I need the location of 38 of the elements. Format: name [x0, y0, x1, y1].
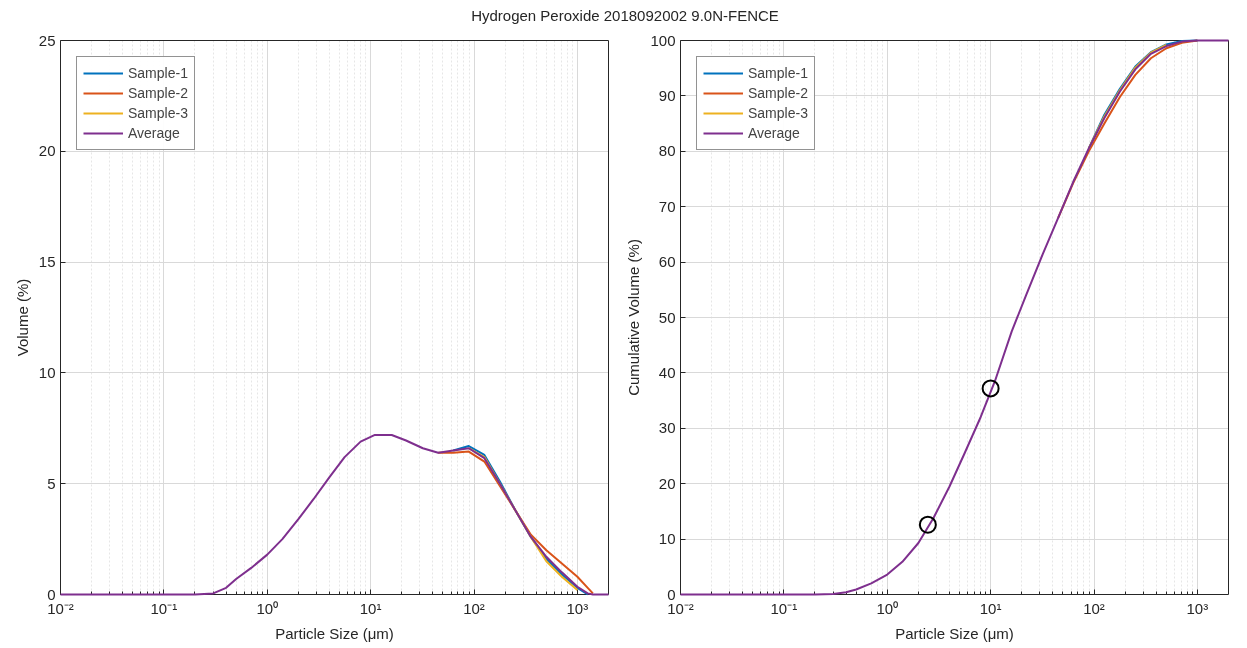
x-tick-label: 10⁻¹ — [770, 599, 798, 617]
legend-label: Sample-3 — [748, 105, 808, 121]
x-tick-label: 10² — [1083, 599, 1105, 617]
x-tick-label: 10³ — [566, 599, 589, 617]
y-tick-label: 40 — [658, 363, 676, 381]
legend-label: Sample-3 — [128, 105, 188, 121]
y-tick-label: 10 — [658, 530, 676, 548]
y-tick-label: 15 — [38, 253, 56, 271]
legend-label: Sample-2 — [748, 85, 808, 101]
y-tick-label: 30 — [658, 419, 676, 437]
y-tick-label: 50 — [658, 308, 676, 326]
x-tick-label: 10³ — [1186, 599, 1209, 617]
y-axis-title: Volume (%) — [13, 278, 31, 357]
x-tick-label: 10⁻¹ — [150, 599, 178, 617]
y-tick-label: 10 — [38, 363, 56, 381]
x-tick-label: 10⁰ — [876, 599, 899, 617]
y-tick-label: 100 — [650, 31, 676, 49]
y-tick-label: 70 — [658, 197, 676, 215]
legend-label: Sample-1 — [128, 65, 188, 81]
x-tick-label: 10² — [463, 599, 485, 617]
x-axis-title: Particle Size (μm) — [895, 624, 1014, 642]
x-tick-label: 10⁰ — [256, 599, 279, 617]
x-tick-label: 10¹ — [359, 599, 382, 617]
y-tick-label: 60 — [658, 253, 676, 271]
y-axis-title: Cumulative Volume (%) — [625, 239, 643, 396]
legend-label: Sample-2 — [128, 85, 188, 101]
y-tick-label: 80 — [658, 142, 676, 160]
x-axis-title: Particle Size (μm) — [275, 624, 394, 642]
y-tick-label: 20 — [658, 474, 676, 492]
legend-label: Average — [748, 125, 800, 141]
y-tick-label: 25 — [38, 31, 56, 49]
legend-label: Average — [128, 125, 180, 141]
y-tick-label: 20 — [38, 142, 56, 160]
chart-title: Hydrogen Peroxide 2018092002 9.0N-FENCE — [471, 6, 779, 26]
x-tick-label: 10¹ — [979, 599, 1002, 617]
y-tick-label: 5 — [47, 474, 56, 492]
y-tick-label: 90 — [658, 86, 676, 104]
legend-label: Sample-1 — [748, 65, 808, 81]
